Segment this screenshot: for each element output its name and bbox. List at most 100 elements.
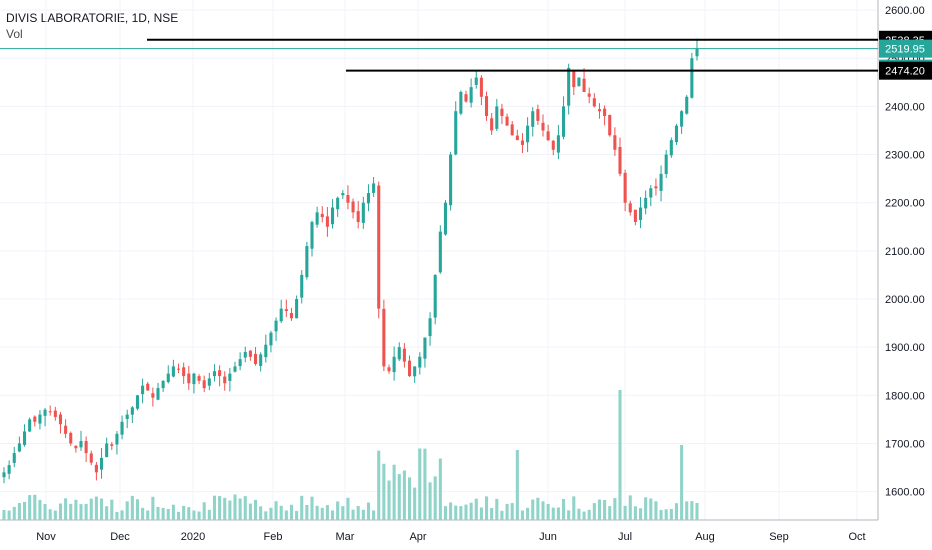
candle-body: [674, 125, 679, 143]
volume-bar: [577, 508, 581, 520]
volume-bar: [197, 511, 201, 520]
volume-bar: [17, 503, 21, 520]
candle-body: [218, 370, 222, 377]
candle-body: [74, 445, 78, 449]
volume-bar: [28, 495, 32, 520]
volume-bar: [325, 505, 329, 520]
volume-bar: [413, 487, 417, 520]
volume-bar: [649, 498, 653, 520]
candle-body: [654, 186, 658, 189]
candle-body: [685, 96, 689, 114]
volume-bar: [695, 502, 699, 520]
volume-bar: [171, 504, 175, 520]
volume-bar: [366, 502, 371, 520]
volume-bar: [346, 497, 350, 520]
x-tick-label: Oct: [848, 531, 865, 543]
candle-body: [443, 202, 448, 235]
volume-bar: [597, 499, 602, 520]
symbol-title: DIVIS LABORATORIE, 1D, NSE: [6, 11, 179, 25]
y-tick-label: 2200.00: [885, 198, 925, 210]
candle-body: [603, 108, 607, 117]
candle-body: [105, 443, 109, 458]
volume-bar: [228, 500, 232, 520]
volume-bar: [572, 496, 576, 520]
candle-body: [341, 193, 345, 196]
candle-body: [94, 464, 98, 473]
volume-bar: [628, 495, 632, 520]
candle-body: [454, 111, 458, 155]
price-badge-text: 2519.95: [885, 44, 925, 56]
candle-body: [269, 332, 273, 346]
volume-bar: [377, 450, 381, 520]
candle-body: [690, 58, 694, 98]
volume-bar: [79, 504, 83, 520]
candle-body: [510, 124, 514, 136]
volume-bar: [105, 506, 109, 520]
volume-bar: [510, 503, 514, 520]
volume-bar: [315, 505, 319, 520]
y-tick-label: 2300.00: [885, 150, 925, 162]
candle-body: [110, 444, 114, 446]
volume-bar: [536, 497, 540, 520]
volume-bar: [12, 506, 16, 520]
volume-bar: [567, 510, 571, 520]
volume-bar: [531, 499, 535, 520]
volume-bar: [515, 450, 519, 520]
candle-body: [515, 135, 519, 141]
volume-bar: [582, 511, 586, 520]
volume-bar: [238, 498, 242, 520]
candle-body: [613, 135, 617, 150]
x-tick-label: Jun: [539, 531, 557, 543]
candle-body: [582, 78, 586, 92]
volume-bar: [120, 510, 124, 520]
volume-bar: [243, 496, 247, 520]
candle-body: [212, 371, 217, 377]
price-badge-text: 2474.20: [885, 66, 925, 78]
candle-body: [238, 359, 242, 367]
volume-bar: [603, 500, 607, 520]
candle-body: [176, 368, 181, 370]
candle-body: [264, 344, 268, 358]
volume-bar: [125, 501, 129, 520]
volume-bar: [551, 507, 555, 520]
candle-body: [505, 116, 509, 126]
volume-bar: [490, 507, 494, 520]
volume-bar: [7, 510, 11, 520]
candle-body: [469, 87, 473, 103]
volume-bar: [613, 498, 617, 520]
candle-body: [649, 188, 653, 198]
candle-body: [156, 388, 160, 400]
volume-bar: [479, 507, 483, 520]
candle-body: [197, 376, 201, 381]
y-tick-label: 1800.00: [885, 390, 925, 402]
candle-body: [377, 185, 381, 309]
candle-body: [166, 373, 170, 383]
candle-body: [536, 109, 540, 121]
candle-body: [115, 433, 119, 445]
volume-bar: [526, 507, 530, 520]
volume-bar: [423, 448, 427, 520]
candle-body: [17, 443, 21, 452]
volume-bar: [685, 501, 689, 520]
volume-bar: [130, 495, 134, 520]
volume-bar: [644, 497, 648, 520]
volume-bar: [295, 510, 299, 520]
candle-body: [597, 109, 602, 112]
candle-body: [135, 395, 140, 409]
volume-bar: [592, 503, 596, 520]
volume-bar: [341, 506, 345, 520]
candle-body: [495, 106, 499, 129]
candle-body: [680, 111, 684, 127]
volume-bar: [74, 499, 78, 520]
price-badge: [879, 39, 932, 58]
volume-bar: [330, 510, 335, 520]
volume-bar: [99, 498, 104, 520]
candle-body: [664, 154, 668, 174]
volume-bar: [397, 474, 401, 520]
candle-body: [402, 348, 406, 362]
volume-bar: [418, 448, 422, 520]
candle-body: [644, 197, 648, 209]
candle-body: [295, 299, 299, 319]
volume-bar: [449, 502, 453, 520]
